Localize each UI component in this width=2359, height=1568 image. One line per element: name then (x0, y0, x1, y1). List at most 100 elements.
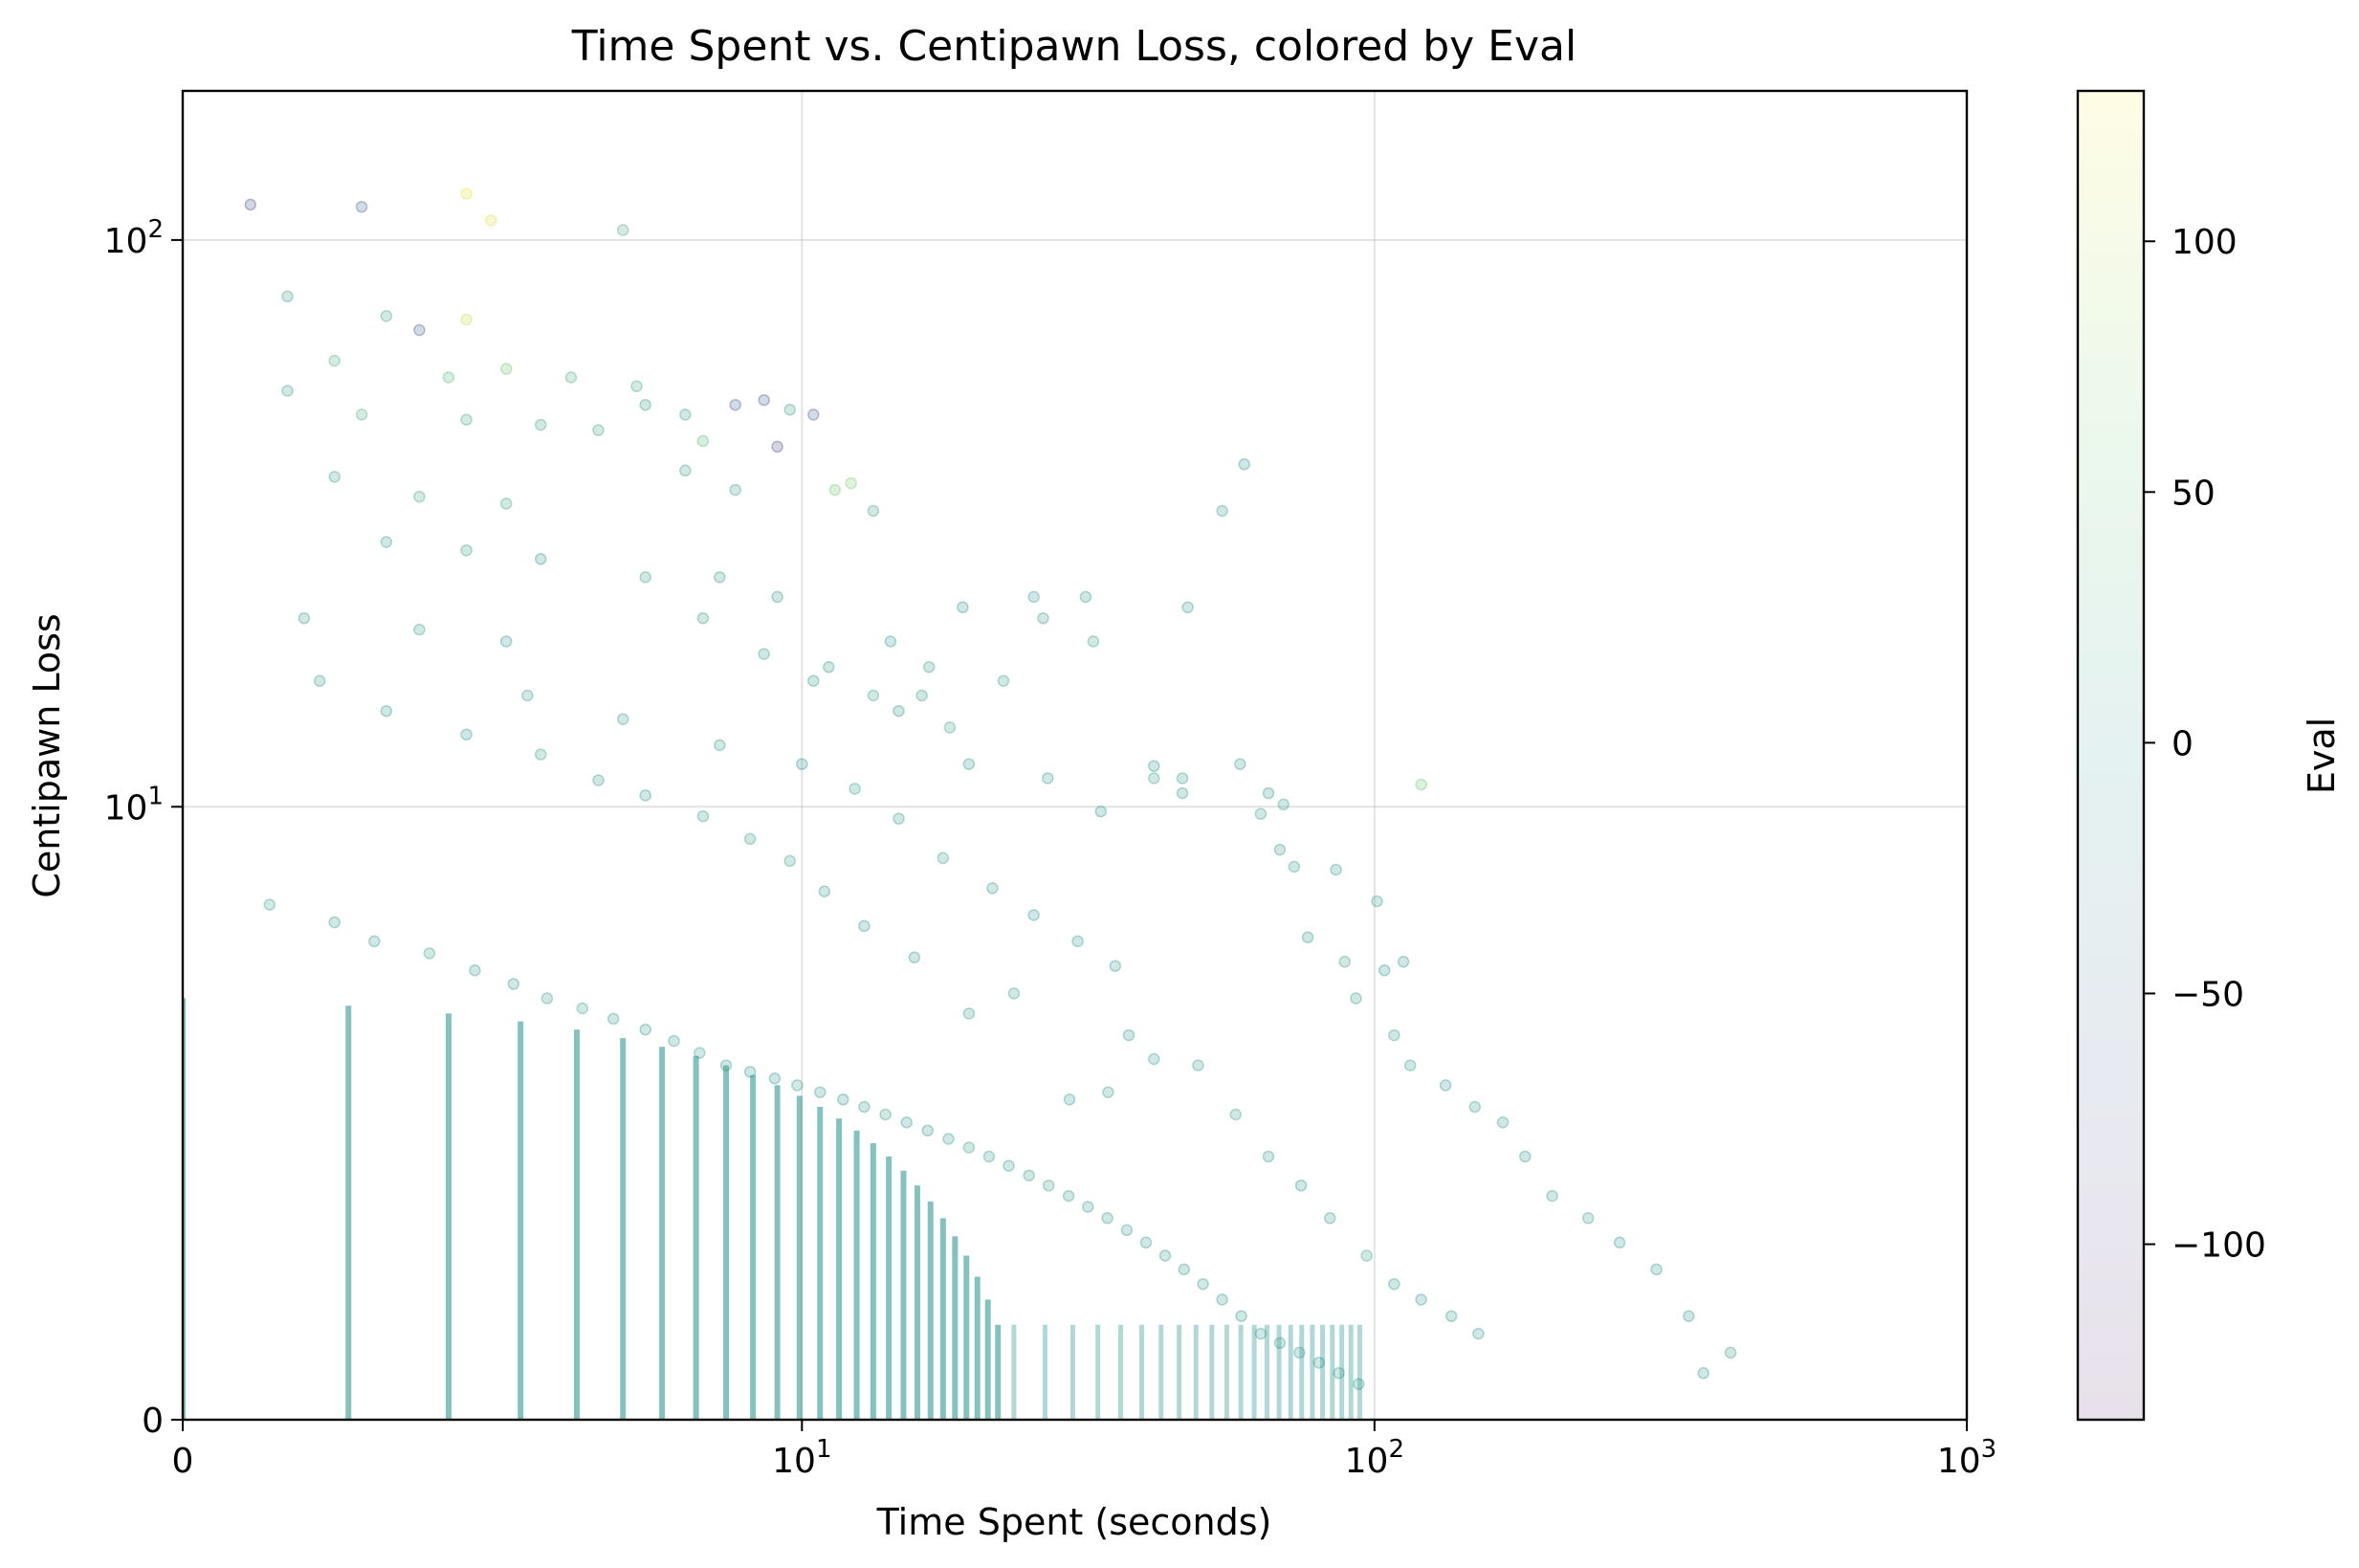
scatter-point (1439, 1079, 1452, 1092)
scatter-point (380, 310, 393, 322)
scatter-point (616, 224, 629, 236)
scatter-point (1378, 964, 1391, 977)
scatter-point (1254, 1327, 1268, 1340)
scatter-point (1650, 1263, 1663, 1276)
colorbar-label: Eval (2301, 718, 2343, 794)
scatter-point (630, 380, 643, 392)
scatter-point (298, 611, 311, 625)
scatter-point (460, 313, 473, 326)
scatter-point (534, 553, 547, 565)
scatter-point (986, 882, 999, 894)
scatter-point (423, 947, 436, 960)
scatter-point (729, 483, 741, 497)
scatter-point (460, 543, 473, 557)
scatter-point (1120, 1224, 1134, 1237)
colorbar-frame (2076, 89, 2146, 1422)
scatter-point (719, 1059, 733, 1071)
scatter-point (564, 371, 578, 384)
scatter-point (1139, 1236, 1153, 1249)
scatter-point (768, 1072, 782, 1085)
scatter-point (1234, 758, 1246, 770)
colorbar-tick-label: 100 (2172, 223, 2238, 262)
scatter-point (499, 497, 513, 510)
scatter-point (837, 1093, 849, 1106)
scatter-point (1063, 1093, 1076, 1106)
scatter-point (849, 783, 861, 795)
scatter-point (1397, 956, 1410, 968)
scatter-point (1254, 807, 1268, 820)
scatter-point (807, 409, 820, 421)
scatter-point (729, 398, 741, 411)
scatter-point (1388, 1028, 1400, 1042)
scatter-point (1003, 1159, 1015, 1172)
scatter-point (1148, 1052, 1160, 1066)
scatter-point (1273, 843, 1287, 856)
scatter-point (1042, 1179, 1055, 1192)
scatter-point (1216, 1293, 1228, 1306)
scatter-point (1403, 1059, 1417, 1071)
scatter-point (962, 758, 976, 770)
scatter-point (469, 964, 481, 977)
scatter-point (534, 748, 547, 761)
scatter-point (1613, 1236, 1626, 1249)
scatter-point (1546, 1189, 1558, 1203)
scatter-point (1148, 772, 1160, 784)
scatter-point (915, 689, 928, 702)
scatter-point (957, 601, 969, 614)
scatter-point (879, 1108, 892, 1121)
scatter-point (845, 476, 857, 490)
scatter-point (639, 571, 651, 584)
scatter-point (639, 1023, 651, 1036)
scatter-point (1181, 601, 1194, 614)
scatter-point (1238, 458, 1250, 471)
scatter-point (814, 1086, 827, 1098)
scatter-point (328, 471, 341, 483)
scatter-point (982, 1150, 996, 1163)
scatter-point (1333, 1367, 1345, 1380)
scatter-point (485, 214, 497, 227)
scatter-point (791, 1079, 804, 1092)
colorbar-tick-label: −50 (2172, 975, 2244, 1014)
scatter-point (1293, 1346, 1306, 1359)
scatter-point (679, 464, 692, 477)
scatter-point (413, 323, 426, 337)
scatter-point (1229, 1108, 1242, 1121)
y-axis-ticks: 0 101 102 (104, 215, 183, 1441)
scatter-point (1102, 1086, 1114, 1098)
scatter-point (616, 713, 629, 725)
scatter-point (807, 674, 820, 687)
scatter-point (1062, 1189, 1075, 1203)
scatter-point (900, 1115, 914, 1129)
colorbar (2078, 91, 2144, 1420)
scatter-point (1109, 960, 1122, 972)
colorbar-ticks: 100 50 0 −50 −100 (2144, 223, 2266, 1266)
scatter-point (1468, 1100, 1482, 1114)
scatter-point (714, 571, 726, 584)
scatter-point (355, 409, 368, 421)
scatter-point (1235, 1310, 1247, 1322)
scatter-point (606, 1012, 620, 1026)
scatter-point (534, 418, 547, 431)
scatter-point (1519, 1150, 1532, 1163)
scatter-point (328, 916, 341, 929)
scatter-point (1122, 1028, 1135, 1042)
scatter-point (540, 992, 554, 1005)
scatter-point (908, 951, 921, 964)
scatter-point (1415, 1293, 1427, 1306)
scatter-point (1027, 590, 1040, 604)
dense-point-cloud (183, 998, 1362, 1420)
colorbar-tick-label: 50 (2172, 474, 2216, 513)
scatter-point (1148, 760, 1160, 772)
scatter-point (1683, 1310, 1695, 1322)
scatter-point (743, 832, 757, 846)
scatter-point (1350, 992, 1362, 1005)
scatter-point (1037, 611, 1049, 625)
scatter-point (413, 623, 426, 636)
scatter-point (1007, 987, 1021, 1000)
scatter-point (962, 1007, 976, 1020)
scatter-point (263, 898, 276, 911)
scatter-point (1353, 1378, 1365, 1390)
scatter-point (828, 483, 842, 497)
scatter-point (1581, 1212, 1595, 1225)
